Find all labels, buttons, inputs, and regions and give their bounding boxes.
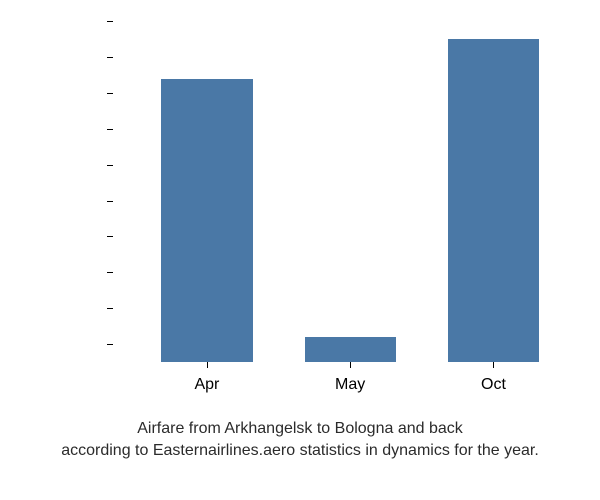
chart-container: { "chart": { "type": "bar", "width": 600… (0, 0, 600, 500)
x-tick-mark (350, 362, 351, 368)
plot-region (113, 14, 558, 362)
x-tick-label: May (335, 376, 365, 394)
bar (448, 39, 539, 362)
caption-line-1: Airfare from Arkhangelsk to Bologna and … (137, 420, 463, 437)
x-tick-label: Apr (194, 376, 219, 394)
x-tick-label: Oct (481, 376, 506, 394)
bar (305, 337, 396, 362)
x-tick-mark (207, 362, 208, 368)
chart-caption: Airfare from Arkhangelsk to Bologna and … (0, 418, 600, 461)
bar (161, 79, 252, 362)
caption-line-2: according to Easternairlines.aero statis… (61, 442, 539, 459)
x-tick-mark (493, 362, 494, 368)
